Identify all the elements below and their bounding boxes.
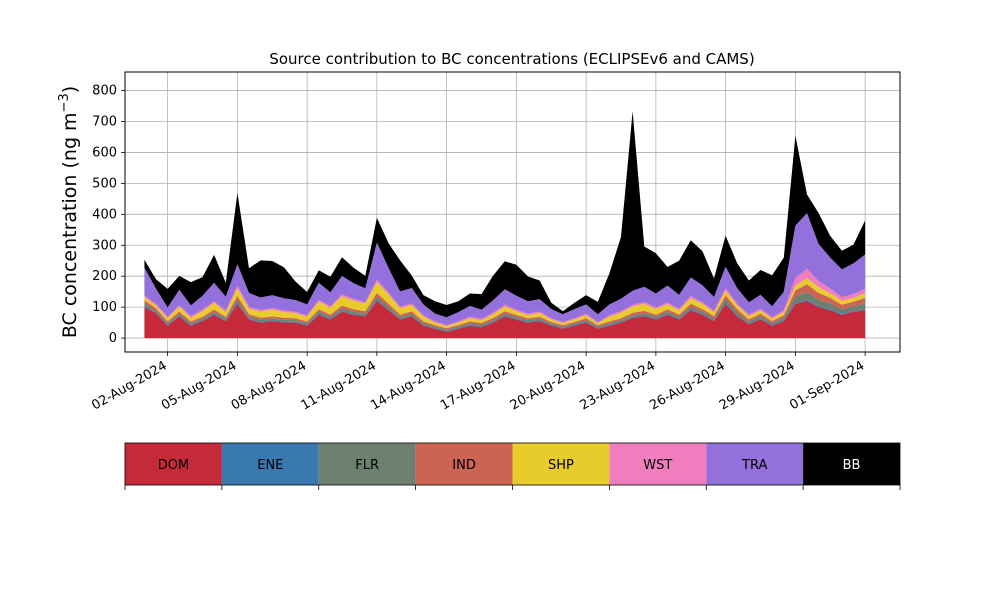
legend-label-shp: SHP (548, 458, 574, 473)
legend-label-wst: WST (643, 458, 672, 473)
area-series-bb (144, 111, 866, 318)
area-series-ene (144, 299, 866, 332)
y-axis-label-exponent: −3 (57, 93, 72, 112)
legend-label-bb: BB (843, 458, 861, 473)
legend-swatch-wst (609, 443, 707, 485)
y-tick-label: 100 (92, 300, 117, 315)
legend-label-ene: ENE (257, 458, 283, 473)
legend-label-dom: DOM (158, 458, 189, 473)
y-axis-label-main: BC concentration (ng m (59, 112, 81, 338)
chart-title: Source contribution to BC concentrations… (269, 50, 754, 68)
y-tick-label: 0 (109, 331, 117, 346)
legend-swatch-shp (512, 443, 610, 485)
y-tick-label: 200 (92, 269, 117, 284)
legend-frame (124, 442, 901, 486)
legend-label-ind: IND (452, 458, 476, 473)
y-tick-label: 500 (92, 176, 117, 191)
area-series-shp (144, 278, 866, 329)
legend-swatch-tra (706, 443, 804, 485)
y-tick-label: 600 (92, 145, 117, 160)
legend-swatch-dom (125, 443, 222, 485)
legend: DOM ENE FLR IND SHP WST TRA BB (124, 442, 901, 490)
legend-swatch-ene (221, 443, 319, 485)
y-axis-label-close: ) (59, 86, 81, 93)
area-series-wst (144, 268, 866, 327)
y-tick-label: 400 (92, 207, 117, 222)
area-series-tra (144, 213, 866, 326)
stacked-areas (144, 111, 866, 339)
y-tick-label: 800 (92, 84, 117, 99)
area-series-dom (144, 301, 866, 339)
plot-frame (124, 71, 901, 353)
y-tick-label: 300 (92, 238, 117, 253)
legend-swatch-ind (415, 443, 513, 485)
y-axis: 0 100 200 300 400 500 600 700 800 (92, 84, 125, 346)
legend-label-flr: FLR (355, 458, 379, 473)
legend-swatch-bb (803, 443, 900, 485)
y-tick-label: 700 (92, 115, 117, 130)
legend-label-tra: TRA (741, 458, 767, 473)
legend-swatch-flr (318, 443, 416, 485)
y-axis-label: BC concentration (ng m−3) (57, 86, 81, 338)
